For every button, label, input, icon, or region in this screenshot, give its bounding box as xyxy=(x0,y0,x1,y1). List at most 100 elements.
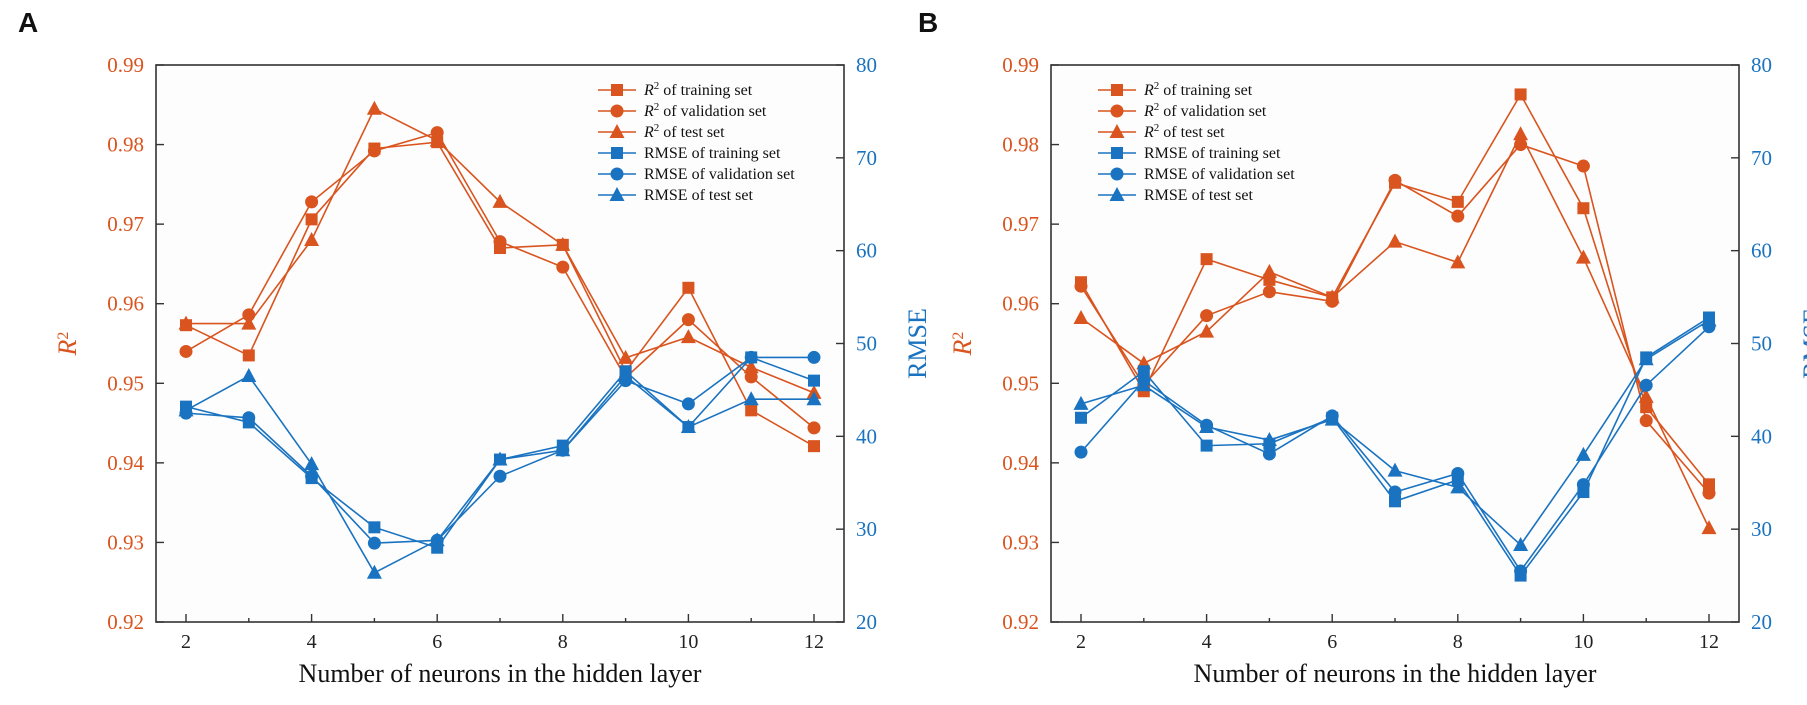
legend-item: RMSE of training set xyxy=(1098,145,1281,162)
series-rmse-of-validation-set xyxy=(1074,320,1716,578)
data-point xyxy=(367,536,381,550)
data-point xyxy=(1324,289,1340,304)
data-point xyxy=(1200,309,1214,323)
y-right-tick-label: 50 xyxy=(1751,332,1772,356)
y-left-tick-label: 0.97 xyxy=(1002,212,1039,236)
data-point xyxy=(241,367,257,382)
plot-area xyxy=(156,65,844,622)
data-point xyxy=(1702,486,1716,500)
data-point xyxy=(681,397,695,411)
data-point xyxy=(1261,432,1277,447)
y-left-tick-label: 0.99 xyxy=(107,53,144,77)
legend-label: R2 of test set xyxy=(1143,122,1225,141)
data-point xyxy=(1450,254,1466,269)
y-left-tick-label: 0.99 xyxy=(1002,53,1039,77)
data-point xyxy=(1136,377,1152,392)
data-point xyxy=(1514,564,1528,578)
legend-label: RMSE of training set xyxy=(1144,145,1281,162)
data-point xyxy=(1638,351,1654,366)
data-point xyxy=(745,404,758,417)
y-left-tick-label: 0.93 xyxy=(107,530,144,554)
y-right-tick-label: 40 xyxy=(856,424,877,448)
legend-item: RMSE of test set xyxy=(1098,187,1253,204)
x-tick-label: 4 xyxy=(1202,631,1212,653)
data-point xyxy=(680,329,696,344)
data-point xyxy=(493,235,507,249)
legend-marker xyxy=(611,84,623,96)
legend-item: RMSE of validation set xyxy=(1098,166,1295,183)
legend-label: R2 of validation set xyxy=(1143,101,1267,120)
data-point xyxy=(366,100,382,115)
y-left-tick-label: 0.97 xyxy=(107,212,144,236)
legend-marker xyxy=(611,147,623,159)
data-point xyxy=(304,456,320,471)
data-point xyxy=(1199,419,1215,434)
data-point xyxy=(493,469,507,483)
legend-item: R2 of test set xyxy=(598,122,725,141)
x-tick-label: 12 xyxy=(804,631,824,653)
data-point xyxy=(1701,520,1717,535)
x-tick-label: 6 xyxy=(1327,631,1337,653)
legend-item: RMSE of test set xyxy=(598,187,753,204)
data-point xyxy=(1513,536,1529,551)
data-point xyxy=(1074,279,1088,293)
data-point xyxy=(1388,173,1402,187)
data-point xyxy=(429,532,445,547)
series-r2-of-test-set xyxy=(178,100,822,399)
data-point xyxy=(1576,478,1590,492)
legend-item: R2 of training set xyxy=(1098,80,1253,99)
legend-marker xyxy=(1110,104,1124,118)
data-point xyxy=(1388,485,1402,499)
data-point xyxy=(242,411,256,425)
x-tick-label: 10 xyxy=(678,631,698,653)
data-point xyxy=(807,421,821,435)
legend-label: RMSE of test set xyxy=(1144,187,1253,204)
data-point xyxy=(1261,263,1277,278)
legend-marker xyxy=(1111,84,1123,96)
legend-marker xyxy=(1109,124,1125,138)
y-right-tick-label: 80 xyxy=(856,53,877,77)
data-point xyxy=(1199,323,1215,338)
data-point xyxy=(179,344,193,358)
legend-marker xyxy=(609,124,625,138)
y-left-tick-label: 0.95 xyxy=(1002,371,1039,395)
data-point xyxy=(241,315,257,330)
y-left-tick-label: 0.93 xyxy=(1002,530,1039,554)
series-rmse-of-test-set xyxy=(1073,312,1717,551)
y-left-axis-title: R2 xyxy=(948,332,977,357)
legend-item: R2 of validation set xyxy=(1098,101,1267,120)
data-point xyxy=(1073,395,1089,410)
y-right-axis-title: RMSE xyxy=(1798,308,1807,379)
y-left-tick-label: 0.92 xyxy=(1002,610,1039,634)
legend-label: R2 of training set xyxy=(1143,80,1253,99)
series-rmse-of-test-set xyxy=(178,367,822,579)
x-tick-label: 6 xyxy=(432,631,442,653)
y-left-tick-label: 0.94 xyxy=(1002,451,1039,475)
data-point xyxy=(681,313,695,327)
data-point xyxy=(368,521,381,534)
y-left-tick-label: 0.92 xyxy=(107,610,144,634)
data-point xyxy=(1387,233,1403,248)
data-point xyxy=(1451,209,1465,223)
data-point xyxy=(808,440,820,453)
data-point xyxy=(178,402,194,417)
data-point xyxy=(1638,388,1654,403)
legend-marker xyxy=(1109,187,1125,201)
data-point xyxy=(1387,462,1403,477)
data-point xyxy=(1639,414,1653,428)
y-right-tick-label: 80 xyxy=(1751,53,1772,77)
data-point xyxy=(304,232,320,247)
data-point xyxy=(806,391,822,406)
y-right-tick-label: 40 xyxy=(1751,424,1772,448)
data-point xyxy=(178,315,194,330)
legend-marker xyxy=(1111,147,1123,159)
legend-marker xyxy=(610,104,624,118)
y-left-tick-label: 0.96 xyxy=(1002,292,1039,316)
data-point xyxy=(1200,439,1213,452)
data-point xyxy=(1262,285,1276,299)
data-point xyxy=(1073,310,1089,325)
x-tick-label: 10 xyxy=(1573,631,1593,653)
data-point xyxy=(1451,466,1465,480)
data-point xyxy=(305,213,318,226)
